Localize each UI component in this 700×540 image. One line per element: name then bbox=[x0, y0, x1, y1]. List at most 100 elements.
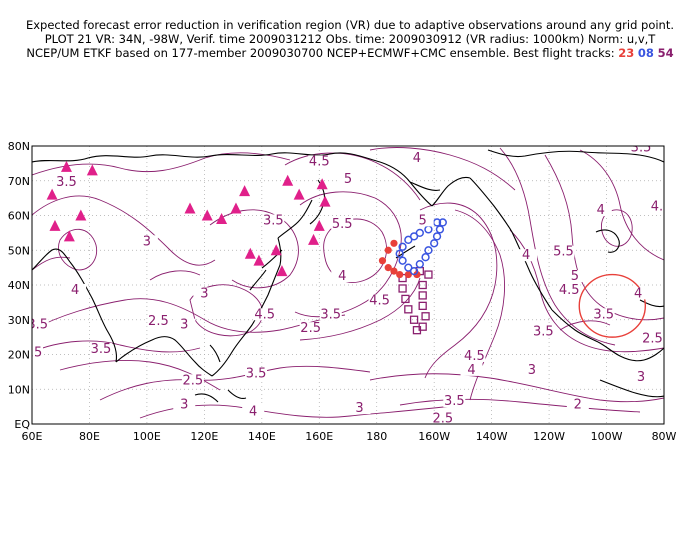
contour-label: 5 bbox=[344, 172, 352, 187]
observation-triangle bbox=[49, 219, 61, 231]
contour-label-bg bbox=[173, 398, 196, 411]
contour-label-bg bbox=[181, 374, 204, 387]
contour-label-bg bbox=[630, 146, 653, 154]
contour-label: 3.5 bbox=[533, 325, 554, 340]
contour-label: 3 bbox=[528, 363, 536, 378]
track-23-point bbox=[390, 239, 398, 247]
observation-triangle bbox=[293, 188, 305, 200]
observation-triangle bbox=[216, 212, 228, 224]
latitude-tick-label: EQ bbox=[14, 418, 30, 431]
contour-label-bg bbox=[558, 283, 581, 296]
contour-label-bg bbox=[331, 217, 354, 230]
contour-label: 3 bbox=[355, 401, 363, 416]
latitude-tick-label: 20N bbox=[8, 349, 30, 362]
contour-label: 4.5 bbox=[559, 283, 580, 298]
contour-label: 4 bbox=[467, 363, 475, 378]
contour-label-bg bbox=[32, 318, 49, 331]
longitude-tick-label: 80W bbox=[652, 430, 677, 443]
observation-triangle bbox=[270, 244, 282, 256]
title-line-3-text: NCEP/UM ETKF based on 177-member 2009030… bbox=[26, 46, 615, 60]
observation-triangle bbox=[46, 188, 58, 200]
contour-label-bg bbox=[89, 343, 112, 356]
title-line-3: NCEP/UM ETKF based on 177-member 2009030… bbox=[0, 46, 700, 60]
track-54-point bbox=[424, 270, 433, 279]
contour-label-bg bbox=[135, 235, 158, 248]
contour-label: 2.5 bbox=[300, 321, 321, 336]
observation-triangle bbox=[86, 164, 98, 176]
track-23-point bbox=[396, 270, 404, 279]
contour-label: 3.5 bbox=[593, 307, 614, 322]
contour-label-bg bbox=[431, 412, 454, 424]
coastlines bbox=[32, 149, 664, 403]
track-08-point bbox=[398, 256, 407, 265]
track-label-red: 23 bbox=[618, 46, 635, 60]
contour-label-bg bbox=[262, 214, 285, 227]
track-54-point bbox=[404, 305, 413, 314]
contour-label: 4 bbox=[413, 151, 421, 166]
contour-label: 2.5 bbox=[148, 314, 169, 329]
longitude-tick-label: 180 bbox=[366, 430, 387, 443]
contour-label-bg bbox=[563, 270, 586, 283]
track-label-purple: 54 bbox=[657, 46, 674, 60]
contour-label: 4 bbox=[249, 405, 257, 420]
track-08-point bbox=[438, 218, 447, 227]
contour-label: 2.5 bbox=[22, 346, 43, 361]
track-23-point bbox=[378, 257, 387, 265]
contour-label: 3 bbox=[637, 370, 645, 385]
contour-label: 4.5 bbox=[254, 307, 275, 322]
contour-label-bg bbox=[308, 155, 331, 168]
observation-triangle bbox=[60, 160, 72, 172]
track-54-point bbox=[418, 322, 427, 331]
contour-label-bg bbox=[405, 151, 428, 164]
contour-label-bg bbox=[532, 325, 555, 338]
contour-label: 3 bbox=[180, 398, 188, 413]
contour-label: 4 bbox=[597, 203, 605, 218]
contour-label: 4.5 bbox=[651, 200, 672, 215]
track-23-point bbox=[404, 270, 412, 279]
contour-label-bg bbox=[245, 367, 268, 380]
observation-triangle bbox=[230, 202, 242, 214]
contour-label: 4.5 bbox=[309, 154, 330, 169]
latitude-tick-label: 10N bbox=[8, 383, 30, 396]
contour-label-bg bbox=[173, 318, 196, 331]
track-08-point bbox=[424, 246, 433, 255]
observation-triangle bbox=[316, 178, 328, 190]
contour-label-bg bbox=[147, 315, 170, 328]
contour-label-bg bbox=[368, 294, 391, 307]
contour-label-bg bbox=[55, 176, 78, 189]
map-frame bbox=[31, 145, 665, 425]
contour-label: 3 bbox=[200, 286, 208, 301]
contour-label: 3.5 bbox=[246, 366, 267, 381]
title-line-2: PLOT 21 VR: 34N, -98W, Verif. time 20090… bbox=[44, 32, 656, 46]
latitude-tick-label: 70N bbox=[8, 175, 30, 188]
contour-label: 4 bbox=[522, 248, 530, 263]
contour-label: 2 bbox=[574, 398, 582, 413]
contour-label-bg bbox=[331, 270, 354, 283]
longitude-tick-label: 60E bbox=[22, 430, 43, 443]
track-08-point bbox=[421, 253, 430, 262]
observation-triangle bbox=[282, 174, 294, 186]
contour-label: 4 bbox=[634, 286, 642, 301]
longitude-tick-label: 80E bbox=[79, 430, 100, 443]
track-23-point bbox=[384, 246, 392, 254]
contour-label: 4 bbox=[71, 283, 79, 298]
contour-label: 4 bbox=[338, 269, 346, 284]
track-54-point bbox=[398, 284, 407, 293]
contour-label: 3.5 bbox=[56, 175, 77, 190]
contour-label-bg bbox=[630, 370, 653, 383]
track-08-point bbox=[430, 239, 439, 248]
contour-label: 4.5 bbox=[369, 293, 390, 308]
contour-label: 5.5 bbox=[332, 217, 353, 232]
contour-label: 2.5 bbox=[642, 332, 663, 347]
contour-labels: 3.5 3 4 3.5 2.5 3.5 2.5 3 3 2.5 3 3.5 4 4.5 3.5 3.5 2.5 4… bbox=[22, 146, 672, 424]
flight-track-54 bbox=[398, 266, 433, 335]
contour-label-bg bbox=[515, 249, 538, 262]
observation-triangle bbox=[313, 219, 325, 231]
observation-markers bbox=[46, 160, 331, 277]
longitude-tick-label: 120W bbox=[533, 430, 565, 443]
contour-label-bg bbox=[650, 200, 664, 213]
longitude-tick-label: 100W bbox=[591, 430, 623, 443]
contour-label: 3.5 bbox=[27, 318, 48, 333]
contour-label: 3.5 bbox=[263, 213, 284, 228]
track-23-point bbox=[390, 267, 398, 275]
